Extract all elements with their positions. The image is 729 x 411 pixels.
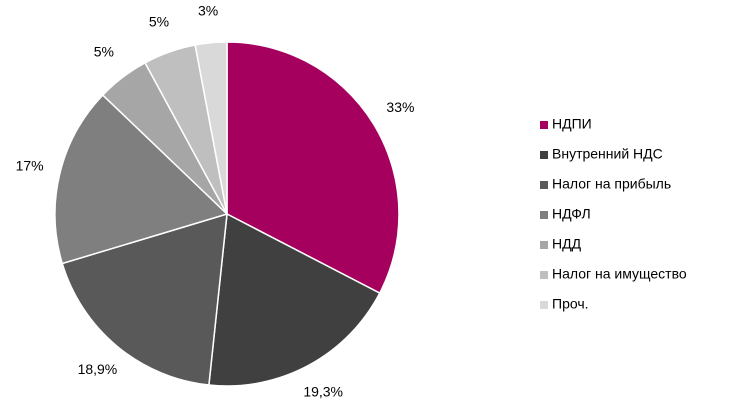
pie-slice — [54, 93, 229, 265]
data-label: 33% — [386, 99, 414, 115]
legend-label: Налог на прибыль — [552, 176, 671, 192]
pie-slice — [208, 212, 381, 387]
data-label: 3% — [198, 3, 218, 19]
legend-swatch — [540, 151, 548, 159]
data-label: 19,3% — [303, 383, 343, 399]
pie-slice — [61, 212, 228, 386]
data-label: 17% — [16, 157, 44, 173]
pie-slice — [194, 41, 228, 215]
data-label: 18,9% — [78, 361, 118, 377]
legend-label: Внутренний НДС — [552, 146, 663, 162]
legend-label: Налог на имущество — [552, 266, 687, 282]
legend-swatch — [540, 211, 548, 219]
legend-swatch — [540, 181, 548, 189]
legend-swatch — [540, 241, 548, 249]
data-label: 5% — [149, 13, 169, 29]
legend-label: НДФЛ — [552, 206, 591, 222]
legend-label: НДПИ — [552, 116, 592, 132]
legend-label: НДД — [552, 236, 582, 252]
pie-slice — [226, 41, 400, 295]
legend-swatch — [540, 271, 548, 279]
legend-swatch — [540, 301, 548, 309]
legend-label: Проч. — [552, 296, 589, 312]
legend-swatch — [540, 121, 548, 129]
data-label: 5% — [94, 43, 114, 59]
